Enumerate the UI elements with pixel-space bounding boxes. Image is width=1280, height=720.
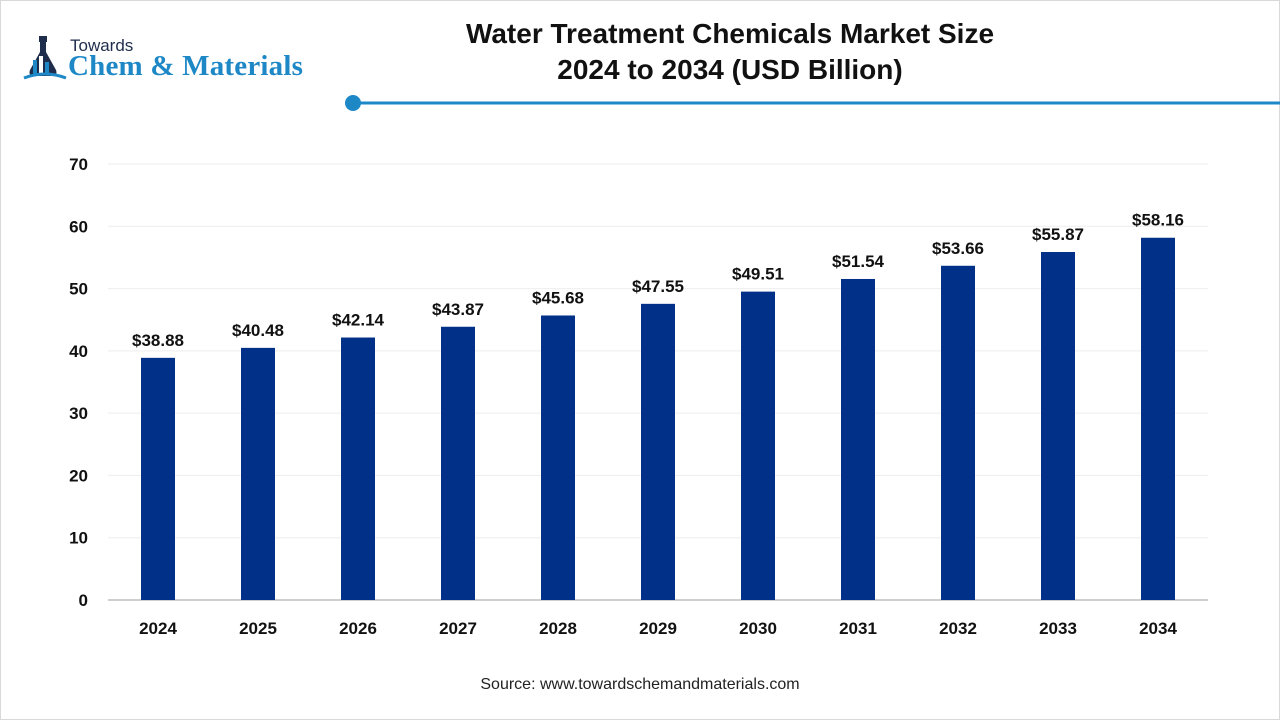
brand-logo: Towards Chem & Materials: [22, 34, 342, 86]
brand-line2: Chem & Materials: [68, 50, 304, 82]
title-divider: [345, 95, 1280, 111]
source-note: Source: www.towardschemandmaterials.com: [480, 676, 800, 693]
chart-title: Water Treatment Chemicals Market Size 20…: [420, 16, 1040, 88]
brand-line1: Towards: [70, 36, 134, 55]
flask-icon: [23, 36, 67, 80]
chart-title-line1: Water Treatment Chemicals Market Size: [465, 18, 995, 49]
chart-title-line2: 2024 to 2034 (USD Billion): [557, 54, 903, 85]
